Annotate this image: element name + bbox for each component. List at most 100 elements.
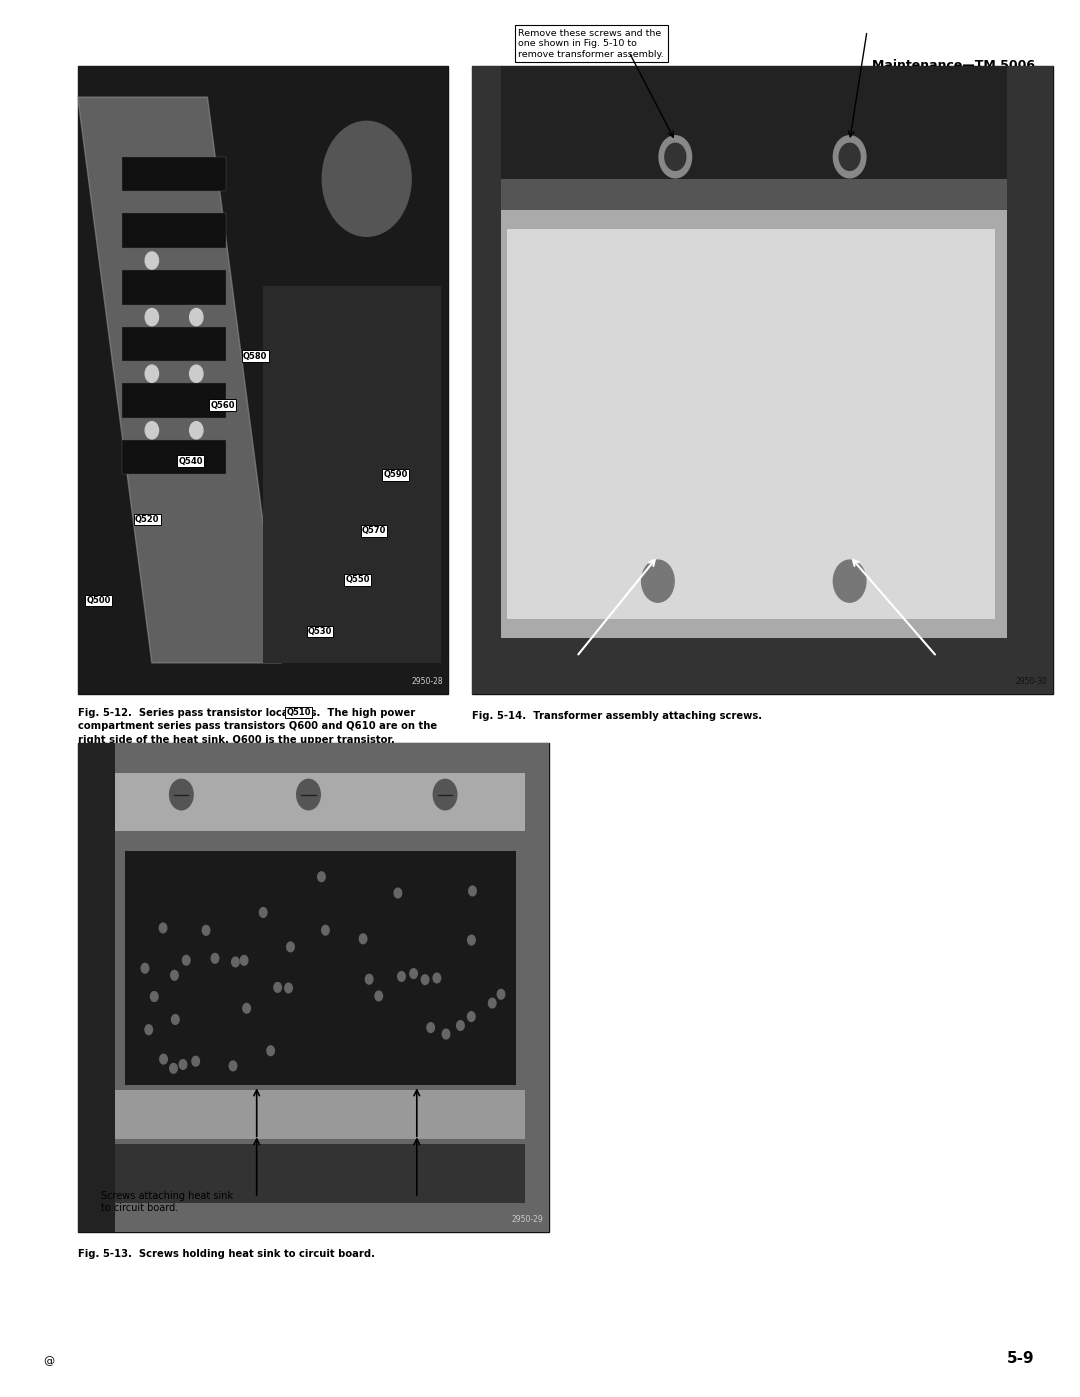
Bar [116,1091,525,1140]
Circle shape [469,886,476,895]
Text: Q520: Q520 [135,515,160,524]
Circle shape [202,925,210,935]
Text: Q500: Q500 [86,597,111,605]
Bar [122,270,226,305]
Circle shape [212,954,219,963]
Bar [116,1144,525,1203]
Circle shape [179,1059,187,1069]
Circle shape [468,935,475,944]
Bar [1007,66,1053,694]
Bar [78,743,549,1232]
Bar [122,214,226,249]
Circle shape [145,1025,152,1035]
Circle shape [170,780,193,810]
Circle shape [442,1030,449,1039]
Circle shape [243,1003,251,1013]
Circle shape [145,309,159,326]
Text: Q590: Q590 [383,471,408,479]
Bar [122,327,226,360]
Bar [122,440,226,475]
Circle shape [190,422,203,439]
Text: Screws attaching heat sink
to circuit board.: Screws attaching heat sink to circuit bo… [102,1192,233,1213]
Circle shape [145,422,159,439]
Bar [472,66,1053,694]
Circle shape [433,974,441,983]
Circle shape [427,1023,434,1032]
Text: Q540: Q540 [178,457,203,465]
Bar [78,743,549,1232]
Circle shape [150,992,158,1002]
Text: Fig. 5-14.  Transformer assembly attaching screws.: Fig. 5-14. Transformer assembly attachin… [472,711,762,721]
Circle shape [285,983,293,993]
Circle shape [360,935,367,944]
Circle shape [659,136,691,177]
Bar [78,743,116,1232]
Circle shape [172,1014,179,1024]
Circle shape [267,1046,274,1056]
Circle shape [286,942,294,951]
Text: Q550: Q550 [346,576,370,584]
Text: Fig. 5-13.  Screws holding heat sink to circuit board.: Fig. 5-13. Screws holding heat sink to c… [78,1249,375,1259]
Bar [472,637,1053,694]
Text: Fig. 5-12.  Series pass transistor locations.  The high power
compartment series: Fig. 5-12. Series pass transistor locati… [78,708,437,745]
Text: Q530: Q530 [308,627,333,636]
Circle shape [297,780,321,810]
Bar [507,229,995,619]
Text: Remove these screws and the
one shown in Fig. 5-10 to
remove transformer assembl: Remove these screws and the one shown in… [518,29,664,59]
Text: Q510: Q510 [286,708,311,717]
Circle shape [421,975,429,985]
Bar [264,286,441,664]
Circle shape [834,136,866,177]
Text: 2950-30: 2950-30 [1015,678,1048,686]
Bar [472,66,1053,179]
Circle shape [488,999,496,1009]
Circle shape [274,982,282,992]
Circle shape [642,560,674,602]
Circle shape [192,1056,200,1066]
Text: Q560: Q560 [211,401,235,409]
Circle shape [497,989,504,999]
Circle shape [839,144,860,170]
Circle shape [145,251,159,270]
Circle shape [229,1060,237,1070]
Circle shape [457,1021,464,1031]
Circle shape [160,1055,167,1065]
Text: 5-9: 5-9 [1007,1351,1035,1366]
Polygon shape [78,98,282,664]
Circle shape [190,309,203,326]
Circle shape [433,780,457,810]
Circle shape [159,923,166,933]
Text: Maintenance—TM 5006: Maintenance—TM 5006 [872,59,1035,71]
Circle shape [190,365,203,383]
Circle shape [259,908,267,918]
Circle shape [365,974,373,983]
Circle shape [394,888,402,898]
Text: 2950-29: 2950-29 [512,1215,543,1224]
Bar [125,851,515,1085]
Circle shape [231,957,239,967]
Circle shape [834,560,866,602]
Circle shape [183,956,190,965]
Circle shape [318,872,325,882]
Circle shape [375,990,382,1000]
Circle shape [409,968,417,978]
Bar [78,66,448,694]
Bar [472,66,1053,694]
Circle shape [241,956,247,965]
Bar [501,179,1007,211]
Bar [472,66,501,694]
Circle shape [665,144,686,170]
Circle shape [171,971,178,981]
Circle shape [141,964,149,974]
Text: 2950-28: 2950-28 [411,678,443,686]
Text: Q570: Q570 [362,527,387,535]
Bar [122,156,226,191]
Bar [78,66,448,694]
Bar [116,773,525,831]
Text: Q580: Q580 [243,352,268,360]
Circle shape [322,122,411,236]
Circle shape [145,365,159,383]
Circle shape [397,971,405,981]
Circle shape [322,925,329,935]
Text: @: @ [43,1356,54,1366]
